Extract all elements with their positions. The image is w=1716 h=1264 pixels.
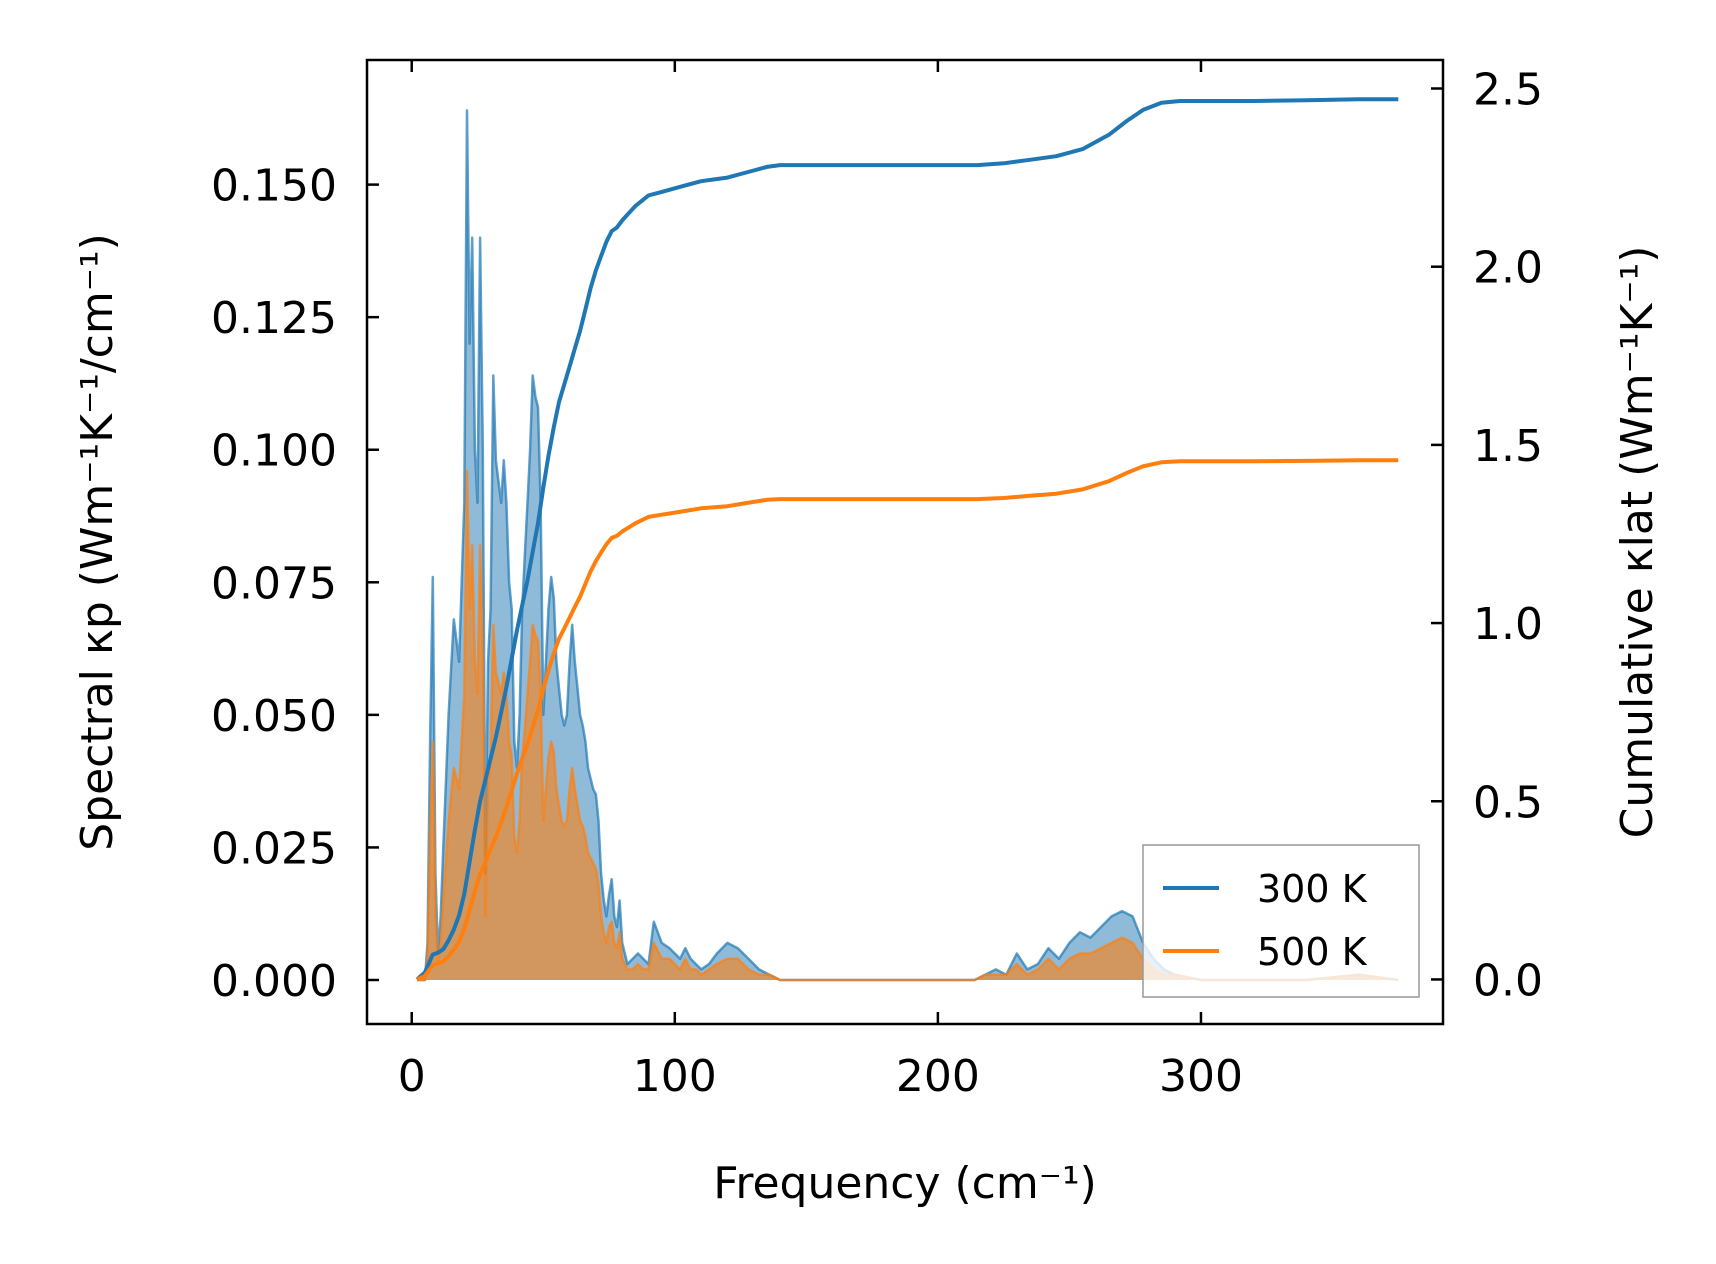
y-left-tick-label: 0.100 <box>211 426 337 477</box>
cumulative-line-500k <box>416 458 1399 982</box>
y-left-tick-label: 0.050 <box>211 691 337 742</box>
spectral-area-500k <box>417 470 1399 980</box>
legend-label-300k: 300 K <box>1257 867 1368 911</box>
y-right-tick-label: 2.0 <box>1473 243 1543 294</box>
legend-box <box>1142 844 1420 998</box>
y-left-tick-label: 0.025 <box>211 823 337 874</box>
y-axis-right-label: Cumulative κlat (Wm⁻¹K⁻¹) <box>1612 246 1663 839</box>
y-right-tick-label: 0.5 <box>1473 777 1543 828</box>
y-left-tick-label: 0.125 <box>211 293 337 344</box>
y-right-tick-label: 1.0 <box>1473 599 1543 650</box>
y-axis-left-label: Spectral κp (Wm⁻¹K⁻¹/cm⁻¹) <box>72 233 123 851</box>
x-tick-label: 100 <box>633 1051 717 1102</box>
x-tick-label: 300 <box>1159 1051 1243 1102</box>
legend: 300 K 500 K <box>1142 844 1420 998</box>
x-axis-label: Frequency (cm⁻¹) <box>713 1158 1097 1209</box>
cumulative-line-300k <box>415 97 1399 981</box>
y-right-tick-label: 1.5 <box>1473 421 1543 472</box>
y-right-tick-label: 2.5 <box>1473 65 1543 116</box>
y-left-tick-label: 0.075 <box>211 558 337 609</box>
x-tick-label: 200 <box>896 1051 980 1102</box>
y-left-tick-label: 0.150 <box>211 161 337 212</box>
y-left-tick-label: 0.000 <box>211 956 337 1007</box>
plot-frame <box>365 58 1445 1026</box>
legend-label-500k: 500 K <box>1257 930 1368 974</box>
spectral-outline-500k <box>417 469 1399 982</box>
y-right-tick-label: 0.0 <box>1473 955 1543 1006</box>
x-tick-label: 0 <box>398 1051 426 1102</box>
